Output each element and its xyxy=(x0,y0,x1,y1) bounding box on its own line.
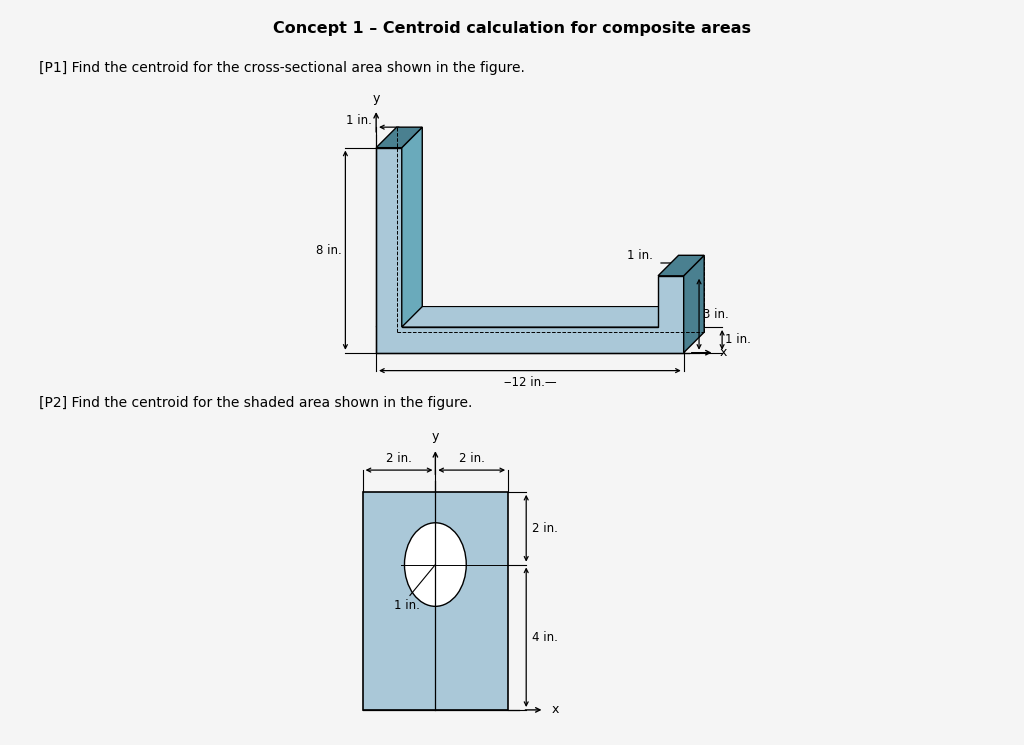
Polygon shape xyxy=(401,306,705,327)
Text: 2 in.: 2 in. xyxy=(459,451,484,465)
Text: y: y xyxy=(432,430,439,443)
Text: x: x xyxy=(552,703,559,717)
Polygon shape xyxy=(376,306,705,327)
Text: [P2] Find the centroid for the shaded area shown in the figure.: [P2] Find the centroid for the shaded ar… xyxy=(39,396,472,410)
Ellipse shape xyxy=(404,523,466,606)
Polygon shape xyxy=(376,127,422,148)
Text: 1 in.: 1 in. xyxy=(627,249,653,261)
Text: [P1] Find the centroid for the cross-sectional area shown in the figure.: [P1] Find the centroid for the cross-sec… xyxy=(39,61,524,75)
Text: 1 in.: 1 in. xyxy=(346,114,373,127)
Text: Concept 1 – Centroid calculation for composite areas: Concept 1 – Centroid calculation for com… xyxy=(273,21,751,36)
Text: 4 in.: 4 in. xyxy=(531,631,557,644)
Text: 1 in.: 1 in. xyxy=(725,333,751,346)
Polygon shape xyxy=(401,127,422,327)
Text: 1 in.: 1 in. xyxy=(394,599,420,612)
Text: 3 in.: 3 in. xyxy=(702,308,729,321)
Text: 2 in.: 2 in. xyxy=(531,522,557,535)
Text: 8 in.: 8 in. xyxy=(315,244,342,257)
Polygon shape xyxy=(658,256,705,276)
Polygon shape xyxy=(376,148,684,352)
Polygon shape xyxy=(401,306,679,327)
Text: ‒12 in.—: ‒12 in.— xyxy=(504,375,556,389)
Polygon shape xyxy=(684,256,705,352)
Text: x: x xyxy=(720,346,727,359)
Polygon shape xyxy=(362,492,508,710)
Text: 2 in.: 2 in. xyxy=(386,451,412,465)
Text: y: y xyxy=(373,92,380,105)
